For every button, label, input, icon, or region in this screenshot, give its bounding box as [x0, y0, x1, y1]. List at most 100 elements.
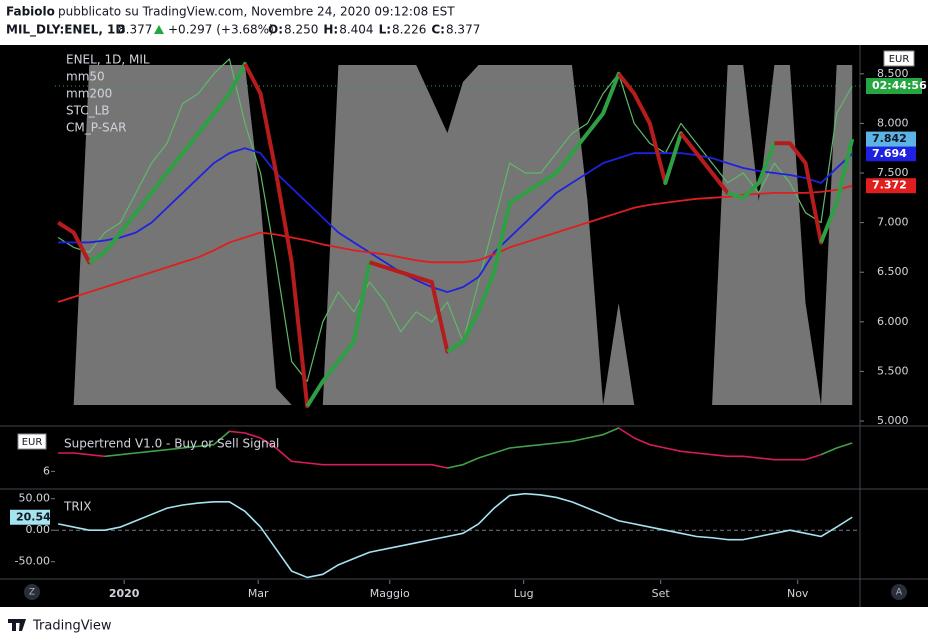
currency-box: [17, 433, 47, 450]
button[interactable]: [891, 584, 907, 600]
x-tick-label: Lug: [514, 587, 534, 600]
chart-title: ENEL, 1D, MIL: [66, 53, 150, 67]
last-value-label: 20.54: [16, 510, 51, 523]
line-connector: [227, 61, 247, 96]
y-tick-label: 0.00: [26, 523, 51, 536]
line: [57, 492, 853, 579]
button[interactable]: [24, 584, 40, 600]
line: [229, 430, 432, 466]
y-tick-label: 5.000: [877, 414, 909, 427]
last-value-box: [866, 131, 916, 147]
y-tick-label: 7.500: [877, 166, 909, 179]
legend-entry: mm200: [66, 87, 112, 101]
ohlc-value: 8.404: [339, 23, 373, 37]
x-tick-label: 2020: [109, 587, 140, 600]
ohlc-key: L:: [379, 23, 391, 37]
line: [617, 72, 652, 125]
x-tick-label: Maggio: [370, 587, 410, 600]
line: [368, 260, 433, 285]
x-tick-label: Nov: [787, 587, 809, 600]
button-label[interactable]: A: [896, 588, 903, 598]
line-connector: [803, 161, 824, 245]
footer: TradingView: [32, 619, 112, 634]
line: [57, 184, 853, 303]
countdown-box: [866, 77, 922, 94]
ohlc-value: 8.377: [446, 23, 480, 37]
line: [447, 433, 604, 469]
line: [820, 442, 853, 456]
legend-entry: mm50: [66, 70, 105, 84]
ohlc-key: H:: [323, 23, 338, 37]
y-tick-label: 7.000: [877, 216, 909, 229]
line-connector: [289, 260, 310, 409]
line: [679, 132, 714, 175]
x-tick-label: Mar: [248, 587, 269, 600]
legend-entry: CM_P-SAR: [66, 121, 126, 135]
button-label[interactable]: Z: [29, 588, 35, 598]
change: +0.297 (+3.68%): [168, 23, 274, 37]
line: [104, 443, 214, 458]
line: [618, 427, 806, 461]
y-tick-label: -50.00: [15, 555, 50, 568]
line-connector: [71, 230, 92, 265]
line: [446, 112, 605, 354]
last-value-box: [10, 509, 50, 525]
line-connector: [804, 453, 822, 461]
y-tick-label: 8.500: [877, 67, 909, 80]
ohlc-value: 8.250: [284, 23, 318, 37]
currency: EUR: [22, 437, 43, 448]
logo: [8, 619, 26, 631]
last-value-box: [866, 146, 916, 162]
y-tick-label: 6: [43, 464, 50, 477]
published: pubblicato su TradingView.com, Novembre …: [58, 5, 455, 19]
y-tick-label: 8.000: [877, 116, 909, 129]
line: [305, 340, 356, 408]
line-connector: [663, 131, 683, 185]
y-tick-label: 6.500: [877, 265, 909, 278]
last-value-label: 7.842: [872, 132, 907, 145]
plot: 5.000 5.500 6.000 6.500 7.000 7.500 8.000 8.500…: [0, 45, 928, 607]
ohlc-key: C:: [431, 23, 445, 37]
last-value-label: 7.694: [872, 147, 907, 160]
currency-box: [883, 50, 915, 67]
line: [819, 138, 855, 244]
line: [243, 62, 294, 263]
author: Fabiolo: [6, 5, 55, 19]
line: [774, 141, 808, 165]
y-tick-label: 6.000: [877, 315, 909, 328]
line-connector: [429, 280, 450, 354]
supertrend-title: Supertrend V1.0 - Buy or Sell Signal: [64, 437, 279, 451]
line: [58, 452, 90, 456]
up-arrow: [154, 25, 164, 34]
line-connector: [601, 71, 621, 116]
line: [57, 220, 75, 235]
ohlc-key: O:: [268, 23, 283, 37]
line-connector: [431, 463, 449, 469]
line: [727, 181, 761, 200]
line-connector: [710, 171, 730, 195]
line-connector: [602, 427, 620, 436]
ohlc: O: 8.250 H: 8.404 L: 8.226 C: 8.377: [268, 23, 480, 37]
ohlc-value: 8.226: [392, 23, 426, 37]
line-connector: [756, 141, 777, 185]
line-connector: [213, 430, 231, 446]
last-value-label: 7.372: [872, 179, 907, 192]
legend-entry: STC_LB: [66, 104, 110, 118]
y-tick-label: 5.500: [877, 364, 909, 377]
x-tick-label: Set: [652, 587, 671, 600]
countdown: 02:44:56: [872, 79, 927, 92]
last-value-box: [866, 178, 916, 194]
ticker: MIL_DLY:ENEL, 1D: [6, 23, 125, 38]
area: [58, 64, 853, 405]
y-tick-label: 50.00: [19, 492, 51, 505]
line: [57, 58, 853, 382]
trix-title: TRIX: [63, 500, 91, 514]
currency: EUR: [889, 54, 910, 65]
line: [58, 147, 853, 293]
line-connector: [88, 453, 106, 458]
last-price: 8.377: [118, 23, 152, 37]
line-connector: [647, 121, 668, 185]
line-connector: [351, 260, 372, 344]
line: [88, 92, 231, 264]
